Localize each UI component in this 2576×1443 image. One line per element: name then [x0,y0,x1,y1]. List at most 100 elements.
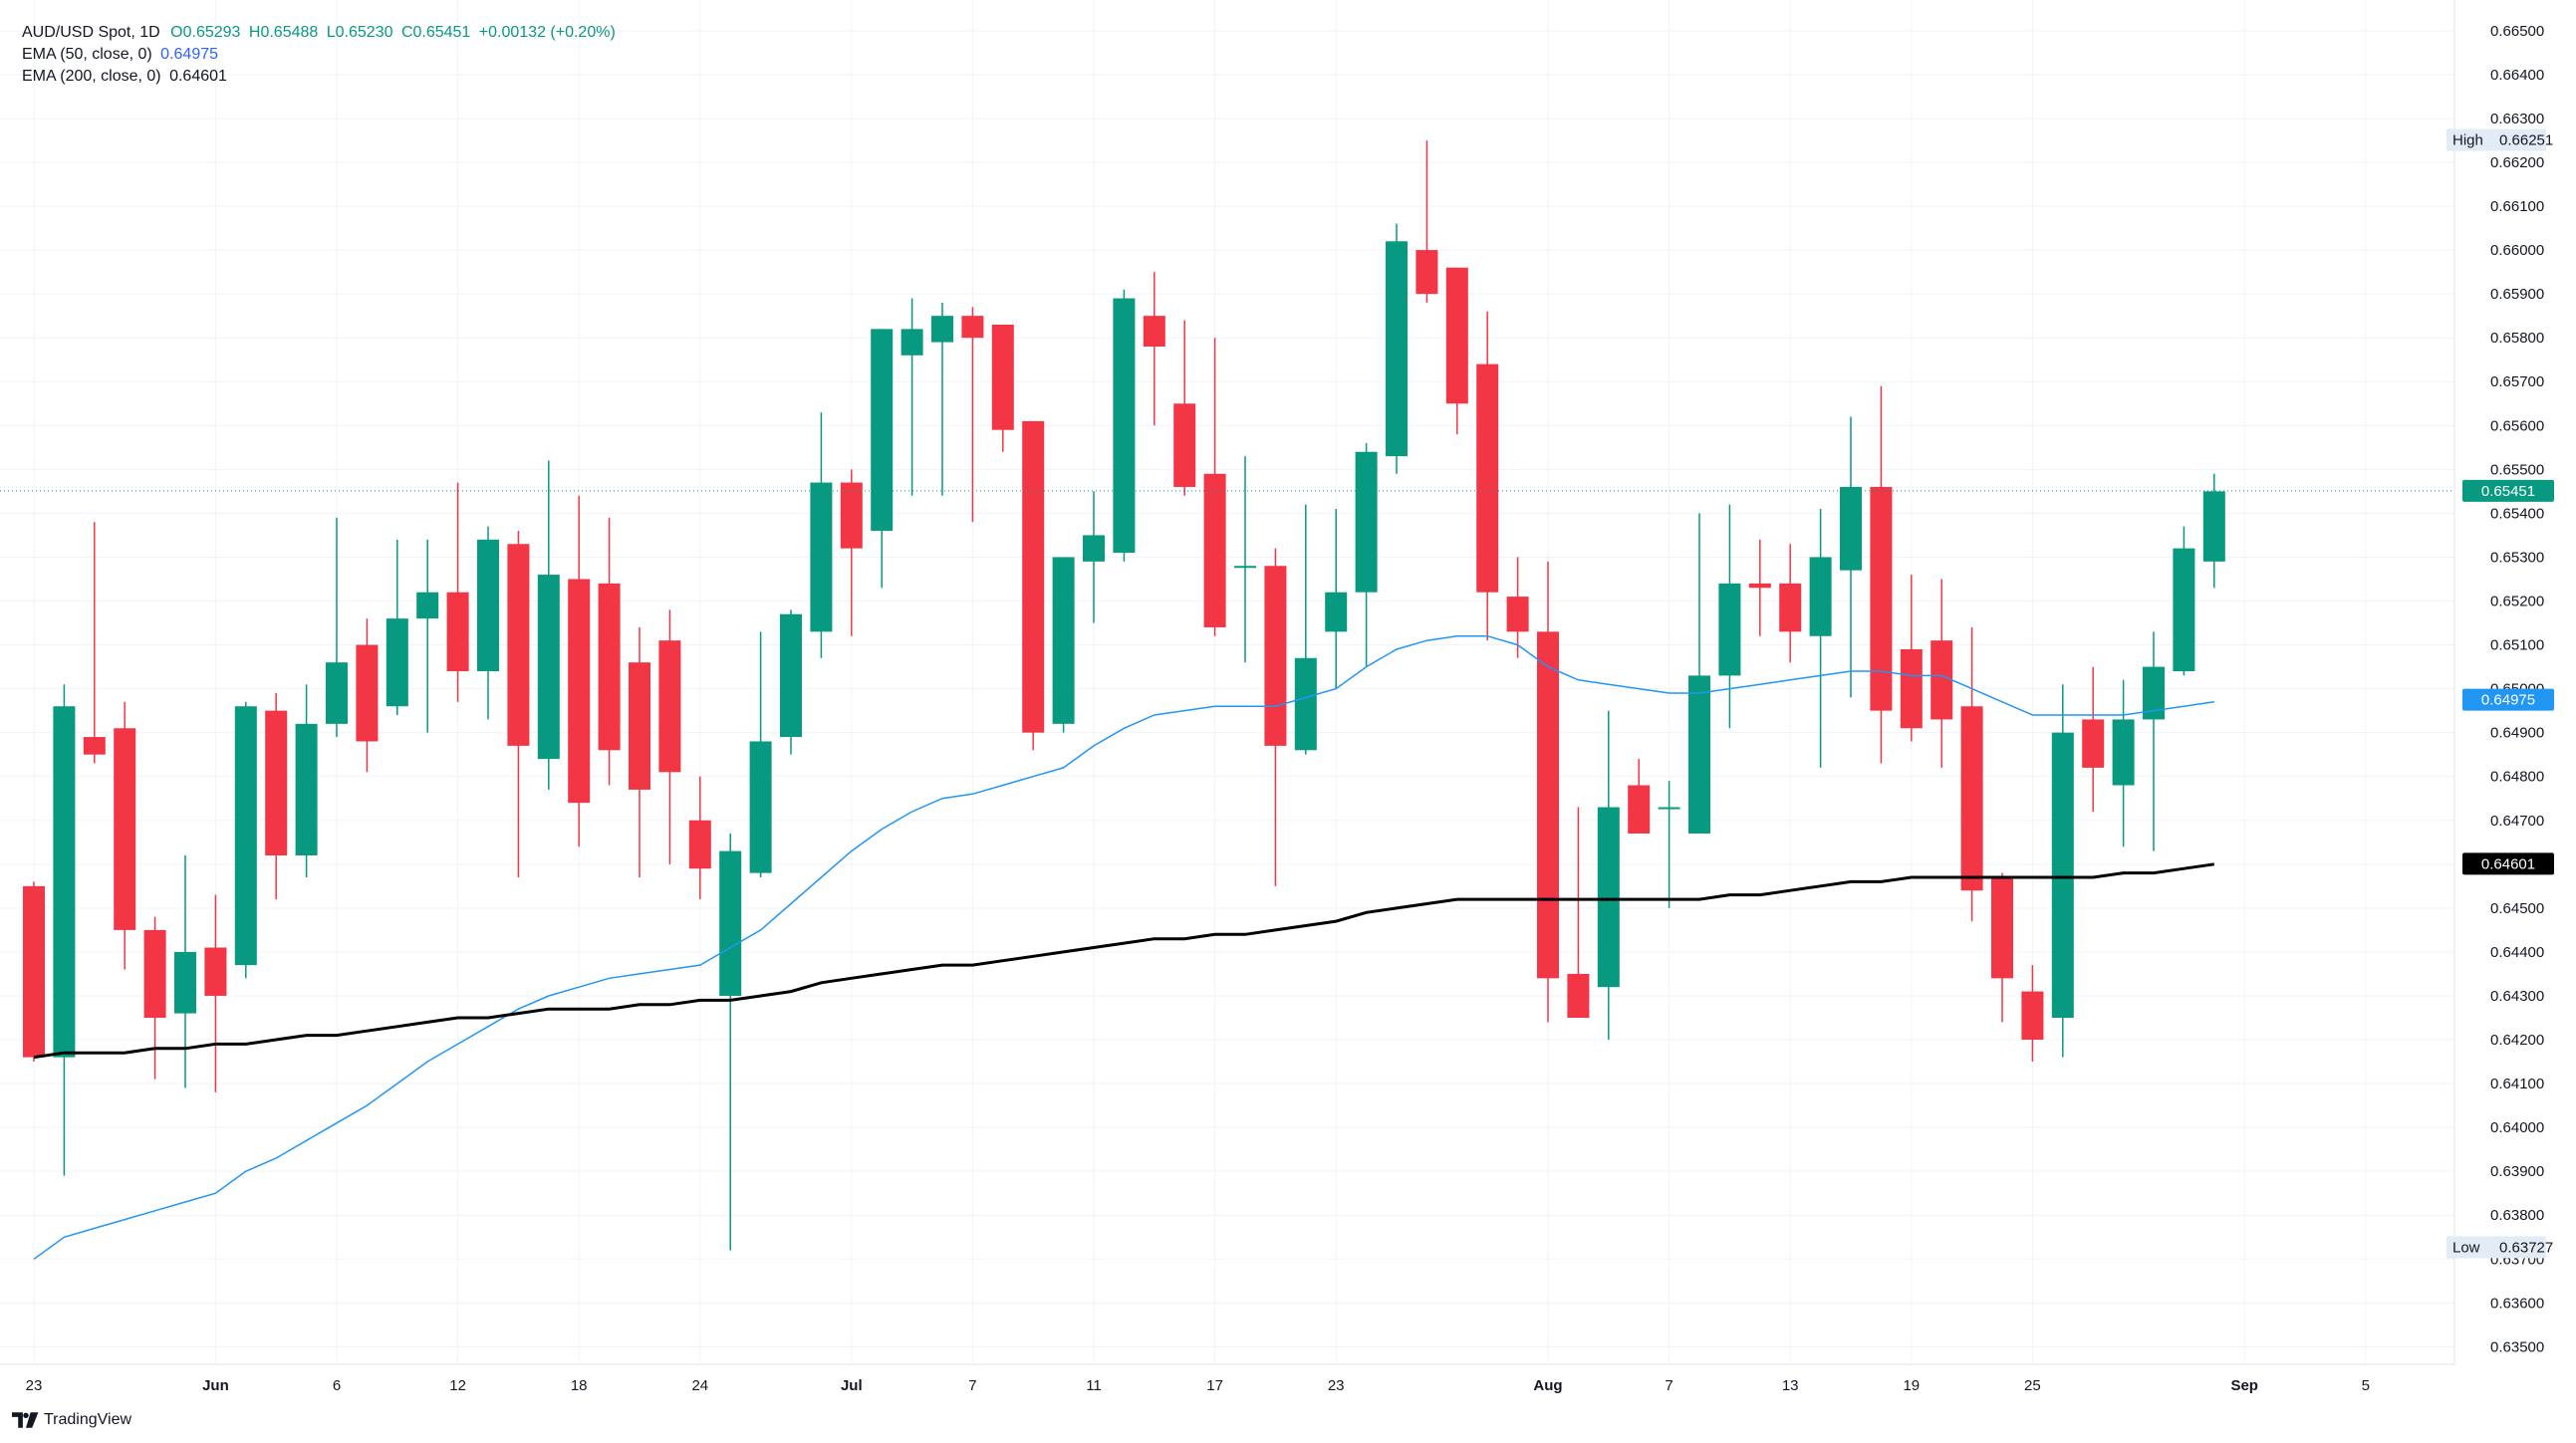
legend-ema200-row[interactable]: EMA (200, close, 0) 0.64601 [22,66,616,88]
candle-up [1597,807,1620,988]
high-value: H0.65488 [248,24,319,41]
candle-down [2021,991,2044,1041]
close-value: C0.65451 [400,24,471,41]
candle-up [1234,566,1256,569]
candle-down [1143,316,1165,348]
candle-down [356,644,379,742]
candle-up [416,592,439,619]
candle-down [114,728,136,930]
brand-label: TradingView [44,1411,132,1428]
candle-up [1294,657,1317,751]
y-tick-label: 0.63800 [2490,1207,2544,1224]
x-tick-label: 7 [1665,1377,1673,1394]
y-tick-label: 0.66400 [2490,67,2544,84]
candle-up [295,723,318,856]
candle-down [507,544,530,746]
candle-up [174,951,196,1014]
candle-up [901,329,923,356]
candle-down [83,737,106,755]
candle-up [1718,583,1741,676]
x-tick-label: 23 [26,1377,43,1394]
candle-up [719,850,742,996]
y-tick-label: 0.64400 [2490,944,2544,961]
price-axis[interactable]: 0.66500 0.66400 0.66300 0.66200 0.66100 0.660… [2490,23,2544,1356]
candle-down [1960,706,1983,891]
candle-up [1386,241,1408,457]
candle-down [265,710,288,856]
x-tick-label: 23 [1328,1377,1345,1394]
candle-down [629,662,650,790]
ema50-tag-label: 0.64975 [2481,692,2535,709]
x-tick-label: Aug [1533,1377,1562,1394]
y-tick-label: 0.63900 [2490,1163,2544,1180]
x-tick-label: 6 [333,1377,341,1394]
y-tick-label: 0.66300 [2490,111,2544,127]
time-axis[interactable]: 23 Jun 6 12 18 24 Jul 7 11 17 23 Aug 7 13 19 25 Sep 5 [26,1377,2370,1394]
y-tick-label: 0.66000 [2490,242,2544,259]
low-marker-text: Low [2452,1239,2480,1256]
candle-down [1416,250,1438,295]
change-value: +0.00132 (+0.20%) [478,24,616,41]
x-tick-label: Jun [202,1377,229,1394]
candle-down [688,820,711,869]
candle-down [1173,403,1196,487]
x-tick-label: 24 [691,1377,708,1394]
price-tags-layer: 0.65451 0.64975 0.64601 High 0.66251 Low 0.637… [2447,128,2554,1259]
candle-down [1445,267,1468,404]
y-tick-label: 0.65800 [2490,330,2544,347]
candle-down [1203,473,1226,627]
legend-ema50-row[interactable]: EMA (50, close, 0) 0.64975 [22,44,616,66]
grid-layer [0,0,2455,1365]
candle-down [568,579,591,804]
high-marker-value: 0.66251 [2499,132,2553,149]
candle-down [2082,719,2105,768]
candle-up [1840,486,1862,571]
candle-up [326,662,348,724]
x-tick-label: 18 [571,1377,588,1394]
candle-down [1748,583,1771,589]
x-tick-label: 5 [2362,1377,2370,1394]
candle-down [1506,597,1529,632]
candle-down [1931,640,1953,720]
candle-down [143,929,166,1018]
y-tick-label: 0.65200 [2490,594,2544,610]
candle-down [1476,363,1499,593]
y-tick-label: 0.64500 [2490,900,2544,917]
ema-lines-layer [33,634,2215,1260]
symbol-label[interactable]: AUD/USD Spot, 1D [22,24,160,41]
candle-down [1870,486,1893,711]
candle-up [1658,807,1680,810]
ema50-value: 0.64975 [160,46,219,63]
ema200-tag-label: 0.64601 [2481,855,2535,872]
x-tick-label: 7 [968,1377,976,1394]
candle-up [1052,557,1075,724]
low-marker-bg [2447,1236,2546,1259]
ema200-line [33,862,2215,1060]
y-tick-label: 0.63500 [2490,1338,2544,1355]
candle-down [1022,420,1045,733]
candle-up [2112,719,2135,786]
candle-up [537,575,560,760]
candle-down [1900,648,1923,729]
y-tick-label: 0.64700 [2490,813,2544,830]
candle-up [871,329,894,532]
candle-down [1264,566,1287,746]
candle-down [23,885,45,1058]
candle-down [598,583,621,751]
candle-up [1688,675,1710,834]
candle-up [1355,451,1378,593]
candle-up [2051,732,2074,1018]
tradingview-brand[interactable]: TradingView [12,1411,131,1429]
candle-up [477,539,499,671]
y-tick-label: 0.64100 [2490,1076,2544,1092]
ema200-value: 0.64601 [169,68,227,85]
ema200-label: EMA (200, close, 0) [22,68,161,85]
candle-down [1779,583,1802,632]
candle-down [204,947,227,996]
open-value: O0.65293 [170,24,241,41]
candle-up [386,618,408,707]
x-tick-label: 12 [449,1377,466,1394]
y-tick-label: 0.66100 [2490,198,2544,215]
y-tick-label: 0.65400 [2490,505,2544,522]
